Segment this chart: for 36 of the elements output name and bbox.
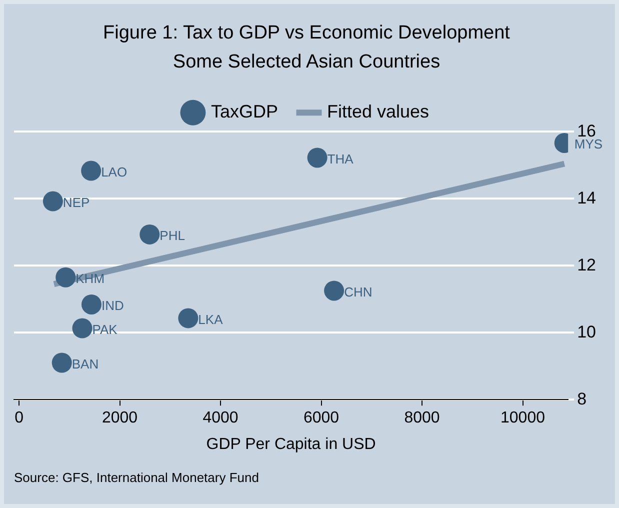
x-tick-label: 2000 (102, 410, 138, 427)
source-note: Source: GFS, International Monetary Fund (14, 470, 259, 485)
x-tick-label: 8000 (404, 410, 440, 427)
data-label: PAK (92, 322, 118, 337)
x-tick-label: 6000 (303, 410, 340, 427)
y-tick-label: 12 (577, 255, 596, 274)
data-label: CHN (344, 284, 372, 300)
point (56, 267, 76, 288)
x-tick-label: 4000 (202, 410, 238, 427)
data-label: THA (327, 151, 354, 166)
data-label: NEP (62, 194, 90, 210)
point (140, 224, 160, 244)
chart-title: Figure 1: Tax to GDP vs Economic Development (103, 22, 511, 44)
legend-label: Fitted values (326, 102, 430, 122)
point (81, 294, 102, 314)
data-label: LAO (101, 164, 128, 180)
legend-label: TaxGDP (210, 102, 278, 122)
point (178, 308, 198, 328)
x-axis-title: GDP Per Capita in USD (206, 436, 376, 453)
data-label: LKA (198, 312, 224, 327)
chart-subtitle: Some Selected Asian Countries (172, 51, 440, 72)
point (324, 280, 344, 301)
point (42, 191, 63, 212)
point (52, 352, 72, 373)
point (72, 318, 92, 338)
data-label: IND (101, 298, 124, 314)
data-label: BAN (72, 356, 99, 372)
y-tick-label: 14 (577, 188, 596, 208)
y-tick-label: 10 (577, 322, 596, 342)
data-label: PHL (160, 228, 185, 244)
x-tick-label: 10000 (500, 410, 546, 427)
data-label: KHM (76, 270, 105, 286)
point (307, 148, 328, 168)
y-tick-label: 8 (577, 389, 587, 408)
point (81, 160, 102, 181)
x-tick-label: 0 (14, 410, 24, 427)
